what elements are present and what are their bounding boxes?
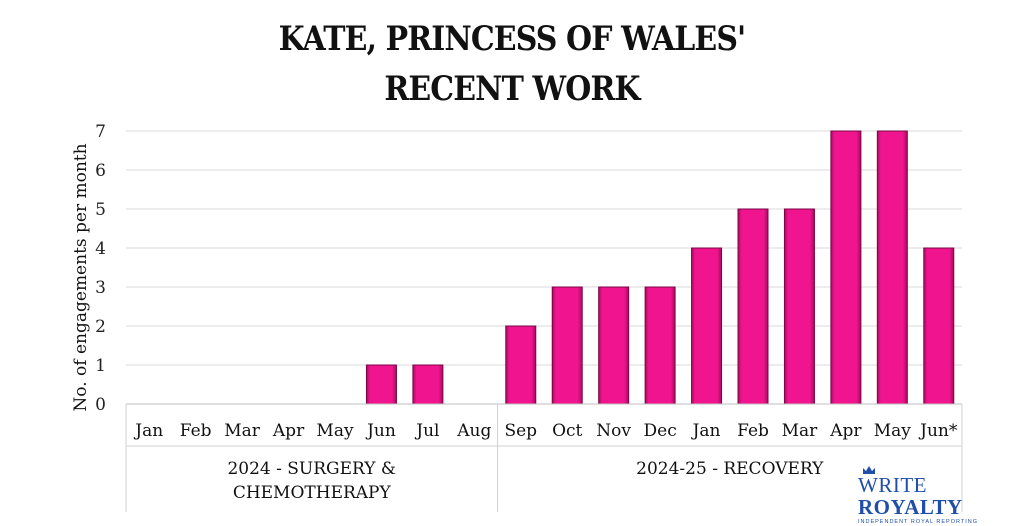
x-tick-label: Feb <box>737 421 769 441</box>
x-tick-label: Mar <box>224 421 261 441</box>
bar <box>783 208 815 405</box>
crown-icon <box>863 466 875 474</box>
logo-name-part2: ROYALTY <box>858 495 963 519</box>
x-tick-label: May <box>874 421 912 441</box>
logo-tagline: INDEPENDENT ROYAL REPORTING <box>858 519 979 525</box>
y-tick-label: 7 <box>95 122 106 142</box>
bar <box>365 364 397 405</box>
bar-chart: 0 1 2 3 4 5 6 7No. of engagements per month Jan F… <box>71 122 963 512</box>
chart-title-line-2: RECENT WORK <box>384 69 640 109</box>
y-tick-label: 0 <box>95 395 106 415</box>
x-tick-label: Dec <box>644 421 677 441</box>
bar <box>598 286 630 405</box>
y-tick-label: 3 <box>95 278 106 298</box>
group-label: 2024-25 - RECOVERY <box>636 459 824 479</box>
group-label: CHEMOTHERAPY <box>233 483 392 503</box>
x-tick-label: Jan <box>133 421 163 441</box>
x-tick-label: Oct <box>552 421 582 441</box>
bar <box>737 208 769 405</box>
x-tick-label: Jun* <box>918 421 958 441</box>
y-tick-label: 2 <box>95 317 106 337</box>
bar <box>505 325 537 405</box>
chart-title-line-1: KATE, PRINCESS OF WALES' <box>278 19 747 59</box>
bar <box>691 247 723 405</box>
x-tick-label: Feb <box>180 421 212 441</box>
bar <box>551 286 583 405</box>
x-tick-label: Mar <box>782 421 819 441</box>
x-tick-label: Jul <box>414 421 439 441</box>
bar <box>412 364 444 405</box>
x-tick-label: Jun <box>365 421 396 441</box>
y-axis-label: No. of engagements per month <box>71 143 91 411</box>
chart-title: KATE, PRINCESS OF WALES' RECENT WORK <box>61 14 962 114</box>
y-tick-label: 4 <box>95 239 106 259</box>
bar <box>830 130 862 405</box>
logo-name-part1: WRITE <box>858 473 927 497</box>
x-tick-label: Jan <box>691 421 721 441</box>
y-tick-label: 1 <box>95 356 106 376</box>
x-tick-label: Aug <box>456 421 491 441</box>
y-tick-label: 5 <box>95 200 106 220</box>
bar <box>923 247 955 405</box>
x-tick-label: Apr <box>272 421 305 441</box>
x-tick-label: May <box>316 421 354 441</box>
x-tick-label: Nov <box>596 421 631 441</box>
group-label: 2024 - SURGERY & <box>227 459 396 479</box>
x-tick-label: Sep <box>504 421 537 441</box>
bar <box>644 286 676 405</box>
x-tick-label: Apr <box>829 421 862 441</box>
logo-name: WRITE ROYALTY <box>858 474 1018 518</box>
y-tick-label: 6 <box>95 161 106 181</box>
bar <box>876 130 908 405</box>
write-royalty-logo: WRITE ROYALTY INDEPENDENT ROYAL REPORTIN… <box>858 466 1018 526</box>
